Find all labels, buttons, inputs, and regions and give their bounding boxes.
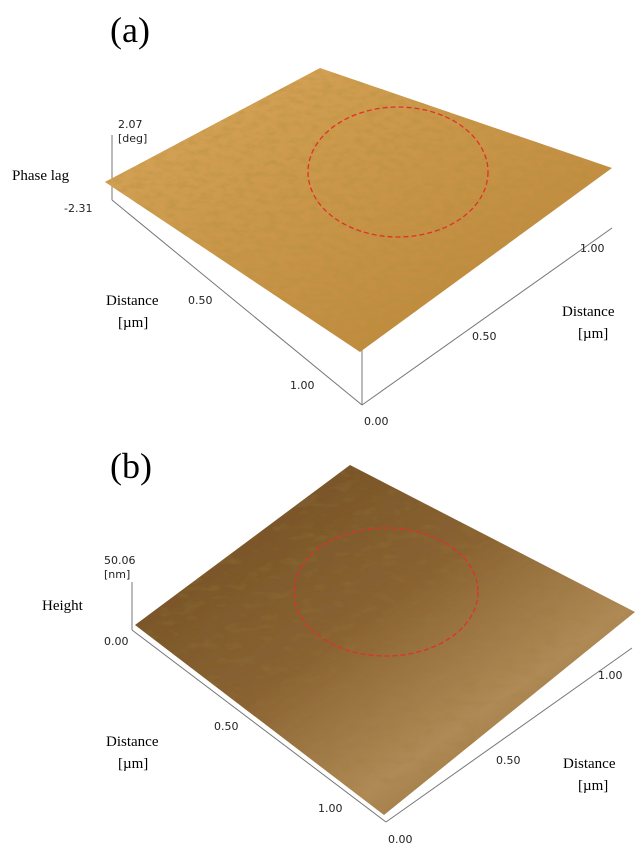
axis-label: Distance [106, 293, 159, 309]
panel-label: (b) [110, 446, 152, 486]
z-unit: [nm] [104, 568, 130, 581]
axis-unit: [µm] [578, 778, 608, 794]
tick-label: 0.00 [364, 415, 389, 428]
z-unit: [deg] [118, 132, 147, 145]
phase-surface [105, 68, 612, 352]
tick-label: 1.00 [598, 669, 623, 682]
z-label: Height [42, 598, 84, 614]
panel-label: (a) [110, 10, 150, 50]
axis-label: Distance [563, 756, 616, 772]
axis-unit: [µm] [578, 326, 608, 342]
z-label: Phase lag [12, 168, 70, 184]
tick-label: 1.00 [318, 802, 343, 815]
axis-unit: [µm] [118, 756, 148, 772]
figure: (a) 2.07 [deg] Phase lag -2.31 Distance … [0, 0, 635, 850]
z-min: -2.31 [64, 202, 92, 215]
z-min: 0.00 [104, 635, 129, 648]
tick-label: 0.50 [496, 754, 521, 767]
height-surface [135, 465, 635, 815]
tick-label: 0.50 [214, 720, 239, 733]
tick-label: 0.50 [472, 330, 497, 343]
z-max: 2.07 [118, 118, 143, 131]
tick-label: 0.50 [188, 294, 213, 307]
tick-label: 1.00 [580, 242, 605, 255]
axis-unit: [µm] [118, 315, 148, 331]
tick-label: 1.00 [290, 379, 315, 392]
axis-label: Distance [562, 304, 615, 320]
tick-label: 0.00 [388, 833, 413, 846]
z-max: 50.06 [104, 554, 136, 567]
page: {"panels": [ {"label": "(a)", "z_axis": … [0, 0, 635, 850]
axis-label: Distance [106, 734, 159, 750]
